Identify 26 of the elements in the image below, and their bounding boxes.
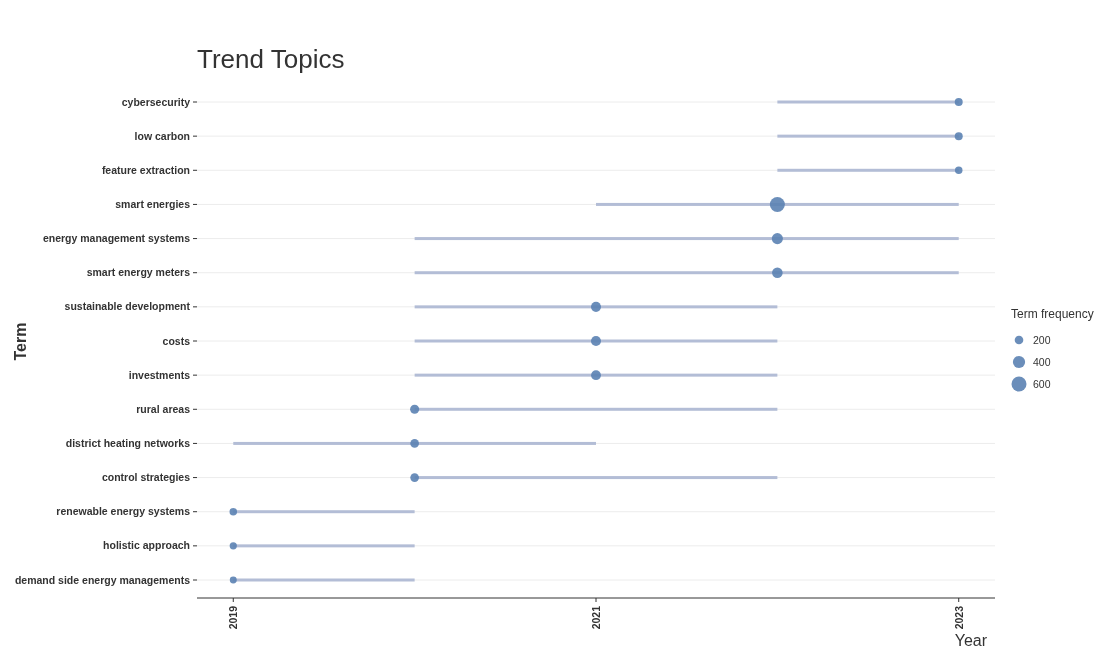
y-tick-label: holistic approach — [103, 539, 190, 552]
y-tick-label: investments — [128, 368, 191, 381]
y-tick-label: smart energy meters — [86, 266, 191, 279]
x-tick-label: 2019 — [227, 605, 240, 630]
legend-label: 200 — [1033, 334, 1051, 346]
y-tick-label: control strategies — [101, 471, 191, 484]
x-axis-title: Year — [954, 632, 988, 649]
y-tick-label: costs — [162, 334, 191, 347]
y-tick-label: feature extraction — [101, 163, 190, 176]
y-axis-title: Term — [12, 322, 29, 361]
y-tick-label: renewable energy systems — [56, 505, 191, 518]
y-tick-label: energy management systems — [42, 232, 191, 245]
y-tick-label: smart energies — [115, 197, 191, 210]
y-tick-label: rural areas — [136, 402, 191, 415]
chart-title: Trend Topics — [197, 44, 345, 74]
y-tick-label: district heating networks — [65, 436, 191, 449]
bar — [596, 202, 959, 206]
y-tick-label: low carbon — [134, 129, 190, 142]
y-tick-label: demand side energy managements — [14, 573, 191, 586]
legend-label: 600 — [1033, 378, 1051, 390]
x-tick-label: 2021 — [590, 605, 602, 630]
legend-title: Term frequency — [1011, 307, 1094, 321]
legend-label: 400 — [1033, 356, 1051, 368]
y-tick-label: sustainable development — [64, 300, 191, 313]
y-tick-label: cybersecurity — [121, 95, 191, 108]
x-tick-label: 2023 — [952, 605, 965, 630]
